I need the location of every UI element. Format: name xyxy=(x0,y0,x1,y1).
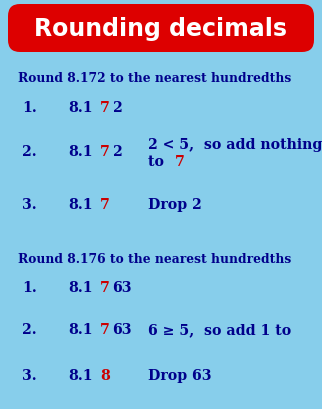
Text: 2: 2 xyxy=(112,101,122,115)
Text: 7: 7 xyxy=(100,145,110,159)
Text: Drop 2: Drop 2 xyxy=(148,198,202,211)
Text: 8.1: 8.1 xyxy=(68,145,93,159)
Text: 6 ≥ 5,  so add 1 to: 6 ≥ 5, so add 1 to xyxy=(148,322,296,336)
Text: Round 8.172 to the nearest hundredths: Round 8.172 to the nearest hundredths xyxy=(18,71,291,84)
Text: 8.1: 8.1 xyxy=(68,280,93,294)
Text: Drop 63: Drop 63 xyxy=(148,368,212,382)
Text: 3.: 3. xyxy=(22,368,37,382)
Text: 7: 7 xyxy=(100,280,110,294)
Text: 63: 63 xyxy=(112,322,132,336)
Text: 63: 63 xyxy=(112,280,132,294)
Text: 1.: 1. xyxy=(22,101,37,115)
Text: 7: 7 xyxy=(100,322,110,336)
Text: 2: 2 xyxy=(112,145,122,159)
Text: 3.: 3. xyxy=(22,198,37,211)
FancyBboxPatch shape xyxy=(8,243,314,401)
Text: Rounding decimals: Rounding decimals xyxy=(34,17,288,41)
Text: 7: 7 xyxy=(100,101,110,115)
Text: 8.1: 8.1 xyxy=(68,101,93,115)
FancyBboxPatch shape xyxy=(8,62,314,234)
Text: 1.: 1. xyxy=(22,280,37,294)
Text: 2.: 2. xyxy=(22,322,37,336)
FancyBboxPatch shape xyxy=(8,5,314,53)
Text: 2.: 2. xyxy=(22,145,37,159)
Text: to: to xyxy=(148,155,169,169)
Text: 8.1: 8.1 xyxy=(68,198,93,211)
Text: 7: 7 xyxy=(175,155,185,169)
Text: Round 8.176 to the nearest hundredths: Round 8.176 to the nearest hundredths xyxy=(18,253,291,266)
Text: 8: 8 xyxy=(100,368,110,382)
Text: 8.1: 8.1 xyxy=(68,368,93,382)
Text: 7: 7 xyxy=(100,198,110,211)
Text: 8.1: 8.1 xyxy=(68,322,93,336)
Text: 2 < 5,  so add nothing: 2 < 5, so add nothing xyxy=(148,138,322,152)
